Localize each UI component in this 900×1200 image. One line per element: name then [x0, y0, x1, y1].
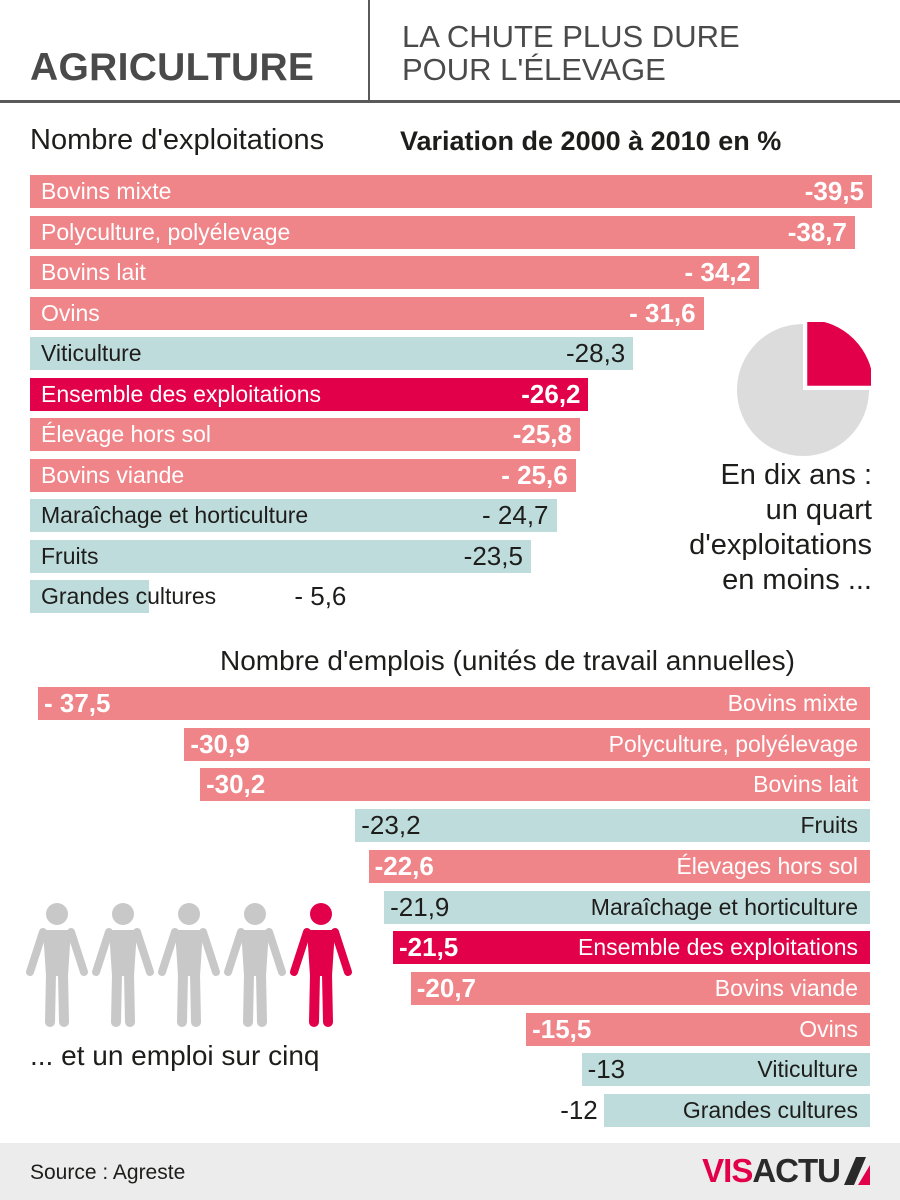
bottom-chart-bar	[526, 1012, 870, 1046]
pie-caption-line: un quart	[765, 494, 872, 526]
top-chart-bar	[30, 377, 589, 411]
bottom-chart-bar	[184, 727, 870, 761]
top-chart-category-label: Élevage hors sol	[41, 421, 212, 447]
bottom-chart-value-label: -15,5	[532, 1013, 592, 1044]
person-highlight-icon	[290, 903, 352, 1027]
bottom-chart-category-label: Polyculture, polyélevage	[608, 730, 858, 757]
bottom-chart-value-label: -13	[587, 1054, 626, 1085]
top-chart-category-label: Bovins lait	[41, 259, 146, 285]
bottom-chart-title: Nombre d'emplois (unités de travail annu…	[220, 645, 795, 676]
pie-slice-rest	[737, 324, 869, 456]
brand-mark-icon	[844, 1157, 870, 1185]
top-chart-value-label: -28,3	[566, 338, 626, 368]
top-chart-category-label: Bovins mixte	[41, 178, 172, 204]
bottom-chart-value-label: -30,9	[190, 728, 250, 759]
bottom-chart-value-label: -12	[560, 1095, 598, 1125]
top-chart-value-label: - 5,6	[294, 581, 347, 611]
top-chart-value-label: - 25,6	[501, 459, 568, 490]
bottom-chart-value-label: -20,7	[416, 972, 476, 1003]
top-chart-category-label: Polyculture, polyélevage	[41, 218, 291, 245]
pie-slice-highlight	[807, 322, 871, 386]
top-chart-bar	[30, 175, 872, 208]
header-subtitle-line1: LA CHUTE PLUS DURE	[402, 19, 740, 54]
bottom-chart-bar	[603, 1094, 870, 1127]
bottom-chart-bar	[392, 931, 870, 965]
top-chart-bar	[30, 256, 760, 289]
bottom-chart-category-label: Grandes cultures	[682, 1097, 858, 1123]
brand-logo-part2: ACTU	[752, 1152, 841, 1189]
top-chart-category-label: Maraîchage et horticulture	[41, 502, 309, 528]
top-chart-bar	[30, 499, 557, 532]
bottom-chart-bar	[355, 809, 870, 843]
source-text: Source : Agreste	[30, 1161, 186, 1184]
top-chart-value-label: -39,5	[804, 176, 864, 206]
bottom-chart-category-label: Bovins viande	[714, 974, 858, 1001]
person-icon	[224, 903, 286, 1027]
pie-caption-line: En dix ans :	[720, 459, 872, 491]
top-chart-bar	[30, 337, 634, 370]
top-chart-value-label: - 24,7	[482, 500, 549, 530]
top-chart-bar	[30, 458, 576, 492]
brand-logo: VISACTU	[702, 1152, 870, 1190]
header-subtitle-line2: POUR L'ÉLEVAGE	[402, 52, 666, 87]
bottom-chart-value-label: -21,9	[390, 891, 450, 922]
top-chart-bar	[30, 539, 531, 573]
bottom-chart-category-label: Bovins lait	[753, 771, 858, 798]
header-title: AGRICULTURE	[30, 46, 315, 89]
pie-chart	[737, 322, 871, 456]
bottom-chart-value-label: -30,2	[205, 769, 266, 800]
bottom-chart-category-label: Ensemble des exploitations	[578, 934, 858, 961]
bottom-chart-bar	[581, 1053, 870, 1087]
bottom-chart-value-label: -23,2	[361, 810, 421, 841]
pie-caption-line: en moins ...	[722, 564, 872, 596]
top-chart-value-label: -23,5	[463, 540, 523, 571]
bottom-chart-category-label: Maraîchage et horticulture	[590, 893, 858, 920]
top-chart-bar	[30, 418, 580, 451]
bottom-chart-value-label: -21,5	[398, 932, 459, 963]
bottom-chart-category-label: Élevages hors sol	[676, 852, 858, 879]
top-chart-subtitle: Variation de 2000 à 2010 en %	[400, 126, 782, 156]
top-chart-category-label: Fruits	[41, 542, 99, 569]
bottom-chart-category-label: Fruits	[800, 812, 859, 839]
footer-bar	[0, 1143, 900, 1200]
bottom-chart-category-label: Ovins	[799, 1015, 858, 1042]
bottom-chart-bar	[38, 687, 870, 720]
top-chart-category-label: Ensemble des exploitations	[41, 380, 321, 407]
bottom-chart-bar	[368, 849, 870, 883]
top-chart-value-label: - 31,6	[629, 297, 696, 328]
top-chart-value-label: -25,8	[512, 419, 572, 449]
person-icon	[26, 903, 88, 1027]
pie-caption-line: d'exploitations	[689, 529, 872, 561]
person-icon	[92, 903, 154, 1027]
bottom-chart-category-label: Viticulture	[757, 1056, 858, 1083]
top-chart-value-label: -38,7	[787, 216, 847, 247]
top-chart-bar	[30, 296, 704, 330]
person-icon	[158, 903, 220, 1027]
brand-logo-part1: VIS	[702, 1152, 753, 1189]
bottom-chart-bar	[384, 890, 870, 924]
top-chart-title: Nombre d'exploitations	[30, 124, 325, 156]
bottom-chart-bar	[199, 768, 870, 802]
people-pictogram	[26, 903, 352, 1027]
top-chart-category-label: Bovins viande	[41, 461, 185, 488]
bottom-chart-bar	[410, 971, 870, 1005]
top-chart-bar	[30, 580, 150, 613]
top-chart-bar	[30, 215, 855, 249]
top-chart-value-label: - 34,2	[684, 257, 752, 287]
bottom-chart-value-label: - 37,5	[44, 688, 111, 718]
bottom-chart-category-label: Bovins mixte	[727, 690, 858, 716]
bottom-chart-value-label: -22,6	[374, 850, 434, 881]
top-chart-category-label: Ovins	[41, 299, 100, 326]
header-subtitle: LA CHUTE PLUS DURE POUR L'ÉLEVAGE	[402, 20, 740, 86]
top-chart-category-label: Grandes cultures	[41, 583, 217, 609]
people-caption: ... et un emploi sur cinq	[30, 1040, 320, 1071]
top-chart-value-label: -26,2	[521, 378, 581, 409]
pie-caption: En dix ans : un quart d'exploitations en…	[689, 458, 872, 598]
header-divider-horizontal	[0, 100, 900, 103]
top-chart-category-label: Viticulture	[41, 340, 142, 366]
header-divider-vertical	[368, 0, 370, 100]
